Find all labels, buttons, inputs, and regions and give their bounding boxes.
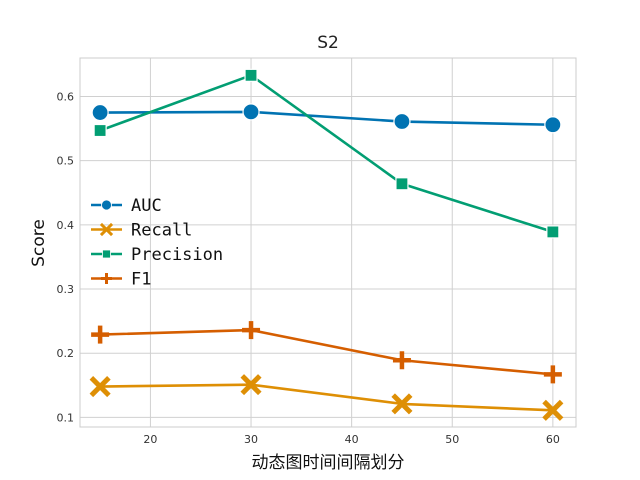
x-tick-label: 20 xyxy=(143,433,157,446)
x-tick-label: 60 xyxy=(546,433,560,446)
legend-marker xyxy=(99,222,114,237)
y-tick-label: 0.4 xyxy=(57,219,75,232)
data-point xyxy=(93,123,107,138)
data-point xyxy=(393,112,411,131)
legend-item: AUC xyxy=(91,196,162,216)
legend-item: Recall xyxy=(91,221,192,241)
legend-marker xyxy=(101,273,112,284)
y-axis-label: Score xyxy=(29,219,49,267)
data-point xyxy=(91,325,110,344)
chart-title: S2 xyxy=(317,33,339,53)
y-tick-label: 0.3 xyxy=(57,283,75,296)
legend-marker xyxy=(102,249,111,259)
data-point xyxy=(395,177,409,191)
data-point xyxy=(240,374,262,396)
data-point xyxy=(543,365,562,384)
series-recall xyxy=(89,374,564,421)
y-tick-label: 0.6 xyxy=(57,91,75,104)
series-layer xyxy=(89,68,564,421)
y-tick-label: 0.1 xyxy=(57,411,75,424)
data-point xyxy=(242,321,261,340)
legend-item: Precision xyxy=(91,245,223,265)
legend-label: F1 xyxy=(131,270,151,290)
data-point xyxy=(391,393,413,415)
series-line xyxy=(100,383,553,412)
x-tick-label: 30 xyxy=(244,433,258,446)
tick-labels: 20 30 40 50 60 0.1 0.2 0.3 0.4 0.5 0.6 xyxy=(57,91,560,446)
data-point xyxy=(392,351,411,370)
legend-label: AUC xyxy=(131,196,162,216)
y-tick-label: 0.2 xyxy=(57,347,75,360)
series-line xyxy=(99,74,554,234)
y-tick-label: 0.5 xyxy=(57,155,75,168)
plot-frame xyxy=(79,57,577,428)
data-point xyxy=(542,399,564,421)
legend-label: Precision xyxy=(131,245,223,265)
legend: AUC Recall Precision F1 xyxy=(91,196,223,290)
series-line xyxy=(100,110,553,127)
data-point xyxy=(546,225,560,239)
legend-marker xyxy=(101,199,112,211)
legend-item: F1 xyxy=(91,270,151,290)
data-point xyxy=(91,103,109,122)
data-point xyxy=(242,103,260,121)
data-point xyxy=(89,376,111,398)
x-tick-label: 40 xyxy=(345,433,359,446)
series-f1 xyxy=(91,321,562,384)
series-line xyxy=(100,328,553,376)
data-point xyxy=(544,116,562,134)
series-precision xyxy=(93,68,560,239)
data-point xyxy=(244,68,258,82)
x-axis-label: 动态图时间间隔划分 xyxy=(252,453,405,473)
series-auc xyxy=(91,103,562,134)
x-tick-label: 50 xyxy=(445,433,459,446)
legend-label: Recall xyxy=(131,221,192,241)
